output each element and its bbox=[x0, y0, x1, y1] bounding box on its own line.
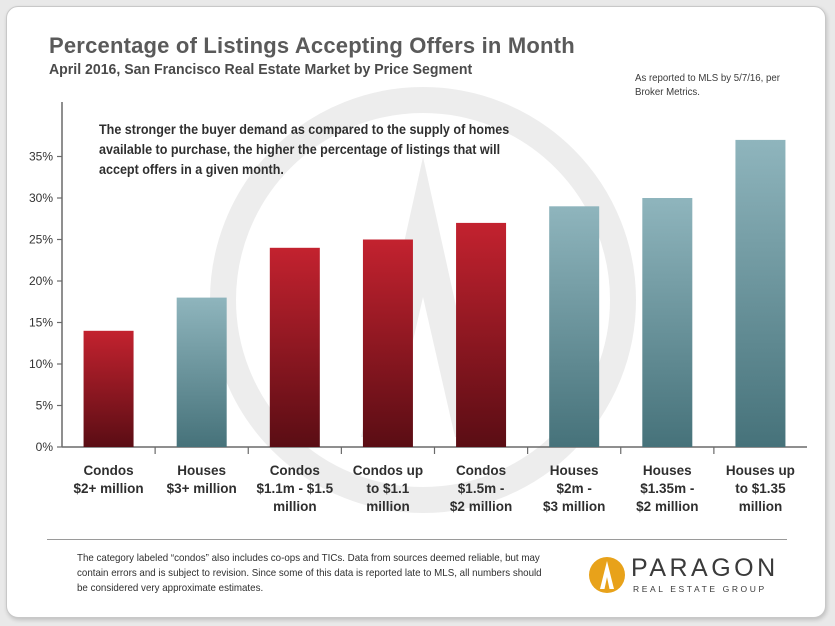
chart-subtitle: April 2016, San Francisco Real Estate Ma… bbox=[49, 61, 473, 78]
y-tick-label: 15% bbox=[29, 316, 53, 330]
x-tick-label: Condos $1.5m -$2 million bbox=[450, 463, 512, 514]
y-tick-label: 5% bbox=[36, 399, 54, 413]
y-tick-label: 10% bbox=[29, 357, 53, 371]
y-tick-label: 35% bbox=[29, 150, 53, 164]
x-tick-label: Houses $1.35m -$2 million bbox=[636, 463, 698, 514]
bar-5 bbox=[456, 222, 507, 447]
chart-card: Percentage of Listings Accepting Offers … bbox=[6, 6, 826, 618]
footer-divider bbox=[47, 539, 787, 540]
source-note: As reported to MLS by 5/7/16, per Broker… bbox=[635, 72, 780, 98]
x-tick-label: Houses up to $1.35 million bbox=[726, 463, 795, 514]
paragon-logo: PARAGON REAL ESTATE GROUP bbox=[587, 553, 807, 599]
bar-7 bbox=[642, 198, 693, 447]
chart-annotation: The stronger the buyer demand as compare… bbox=[99, 122, 510, 177]
bar-1 bbox=[83, 330, 134, 447]
x-tick-label: Condos $1.1m - $1.5 million bbox=[257, 463, 334, 514]
footer-disclaimer: The category labeled “condos” also inclu… bbox=[77, 552, 542, 594]
x-tick-label: Houses $3+ million bbox=[167, 463, 237, 496]
bar-6 bbox=[549, 206, 600, 447]
x-tick-label: Condos $2+ million bbox=[73, 463, 143, 496]
y-tick-label: 30% bbox=[29, 191, 53, 205]
bar-4 bbox=[362, 239, 413, 447]
bar-8 bbox=[735, 139, 786, 447]
x-tick-label: Houses $2m -$3 million bbox=[543, 463, 605, 514]
bar-3 bbox=[269, 247, 320, 447]
paragon-mark-icon bbox=[589, 557, 625, 593]
bar-chart: 0% 5% 10% 15% 20% 25% 30% 35% Condos $2+ million… bbox=[29, 87, 807, 514]
y-tick-label: 25% bbox=[29, 233, 53, 247]
y-tick-label: 20% bbox=[29, 274, 53, 288]
chart-title: Percentage of Listings Accepting Offers … bbox=[49, 33, 575, 58]
y-tick-label: 0% bbox=[36, 440, 54, 454]
logo-tagline: REAL ESTATE GROUP bbox=[633, 584, 767, 594]
logo-name: PARAGON bbox=[631, 554, 779, 582]
x-tick-label: Condos up to $1.1 million bbox=[353, 463, 424, 514]
bar-2 bbox=[176, 297, 227, 447]
